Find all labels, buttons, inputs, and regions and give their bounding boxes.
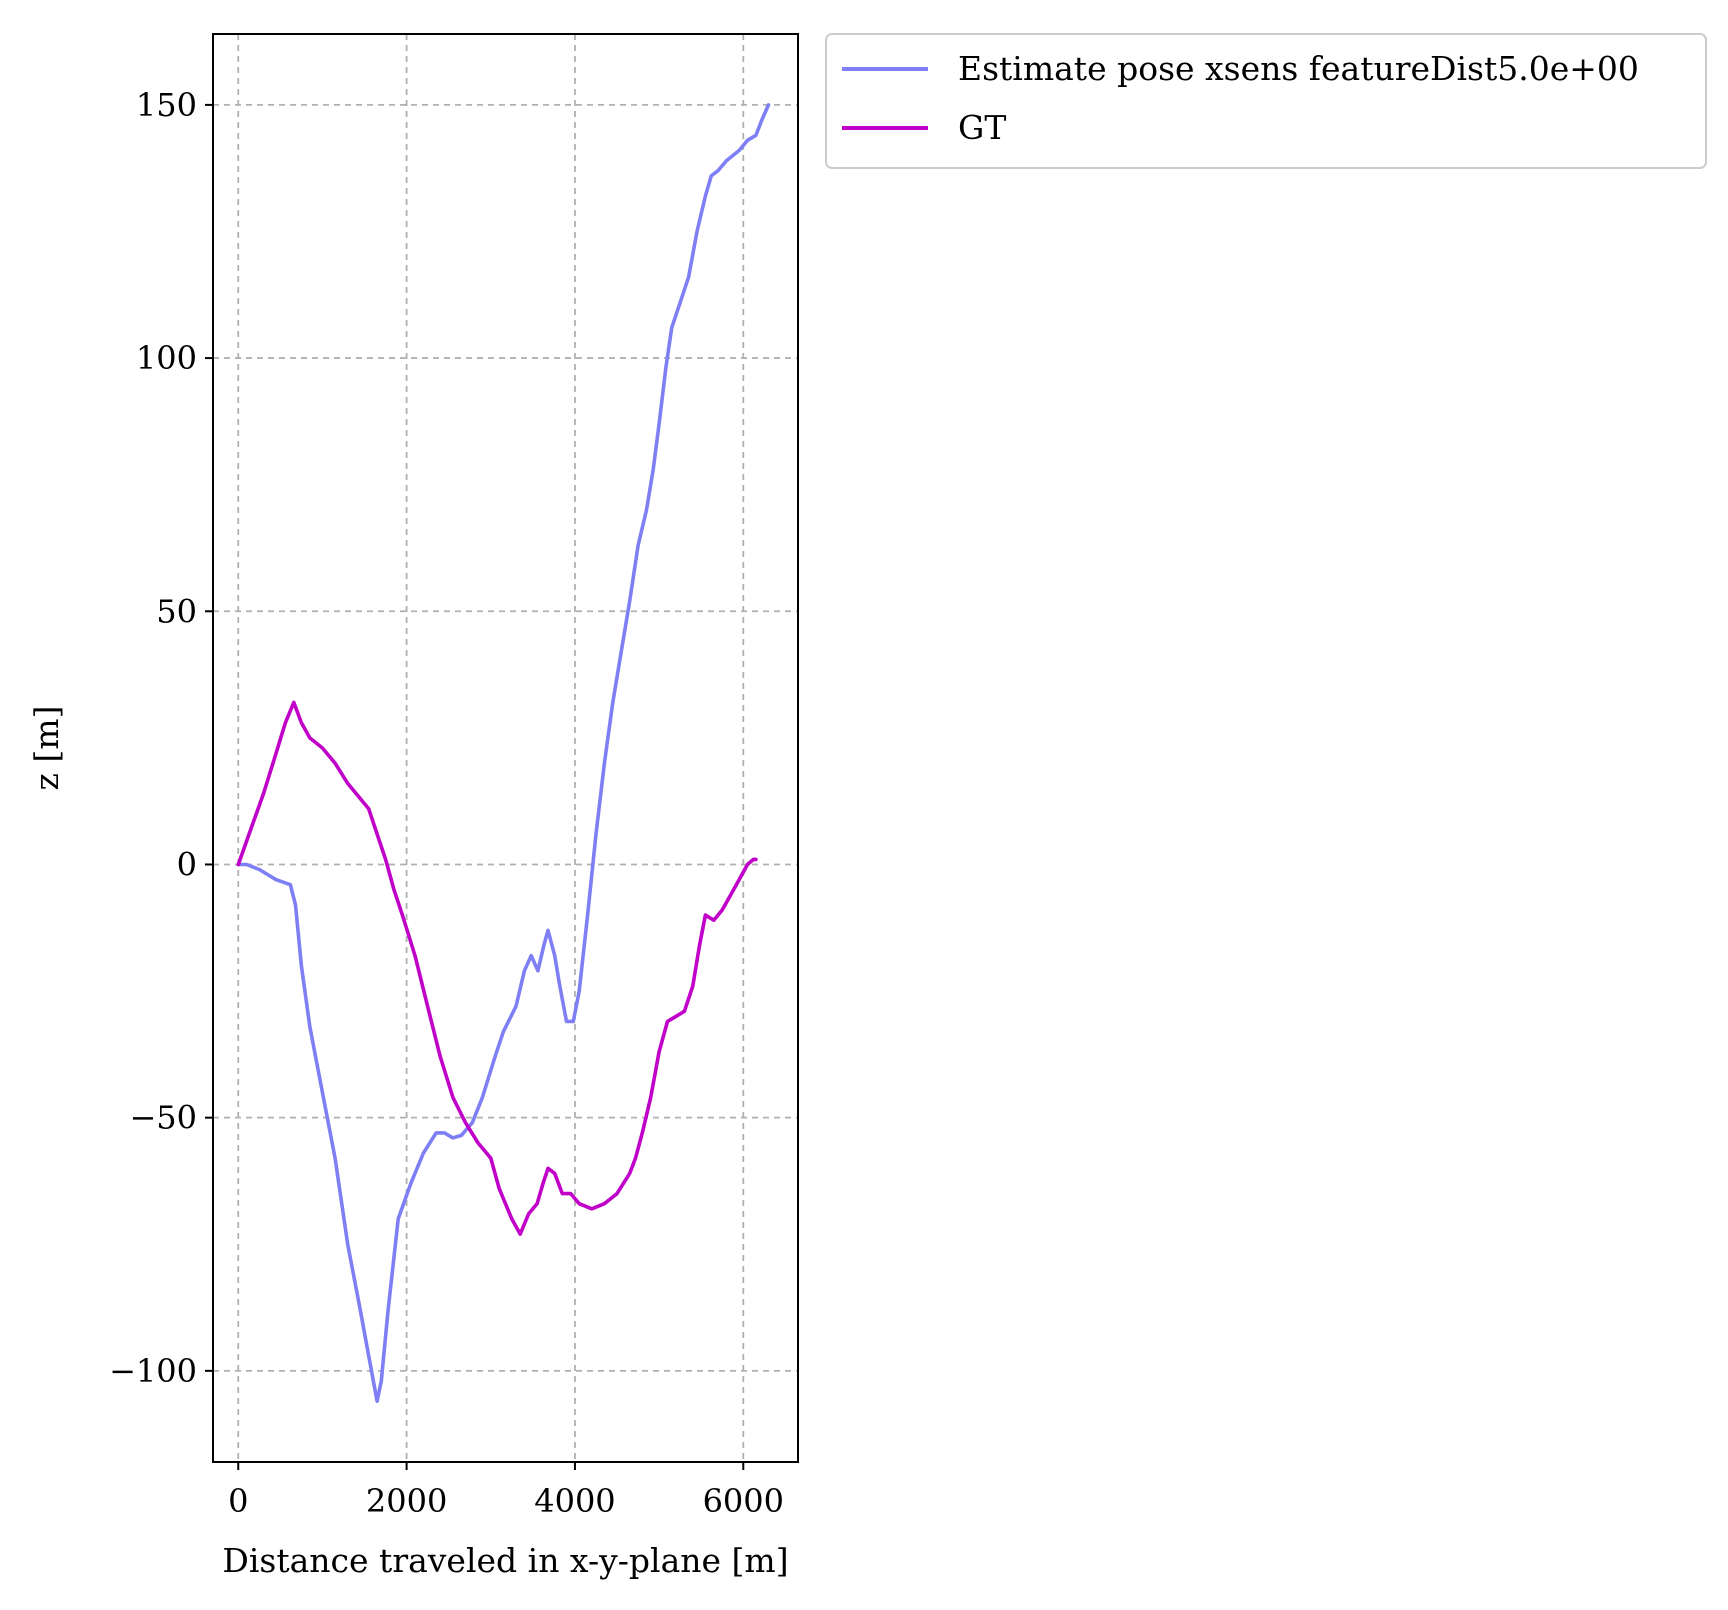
x-tick-label: 6000 bbox=[703, 1482, 784, 1520]
y-tick-label: −100 bbox=[109, 1352, 197, 1390]
x-tick-label: 0 bbox=[228, 1482, 248, 1520]
axis-ticks: 0 2000 4000 6000 −100 −50 0 50 100 150 bbox=[109, 86, 784, 1520]
gt-series-line bbox=[236, 700, 758, 1236]
y-tick-label: 0 bbox=[177, 845, 197, 883]
legend-label-estimate: Estimate pose xsens featureDist5.0e+00 bbox=[958, 49, 1639, 88]
plot-frame bbox=[212, 33, 799, 1463]
grid-lines bbox=[213, 34, 798, 1462]
x-tick-label: 2000 bbox=[366, 1482, 447, 1520]
y-tick-label: 150 bbox=[136, 86, 197, 124]
legend-box bbox=[825, 33, 1707, 169]
x-axis-label: Distance traveled in x-y-plane [m] bbox=[222, 1541, 788, 1580]
y-tick-label: 50 bbox=[156, 592, 197, 630]
estimate-series-line bbox=[236, 103, 771, 1403]
series-layer bbox=[236, 103, 771, 1403]
y-axis-label: z [m] bbox=[27, 706, 66, 791]
y-tick-label: −50 bbox=[129, 1099, 197, 1137]
y-tick-label: 100 bbox=[136, 339, 197, 377]
x-tick-label: 4000 bbox=[534, 1482, 615, 1520]
legend: Estimate pose xsens featureDist5.0e+00 G… bbox=[825, 33, 1707, 169]
legend-label-gt: GT bbox=[958, 108, 1006, 147]
